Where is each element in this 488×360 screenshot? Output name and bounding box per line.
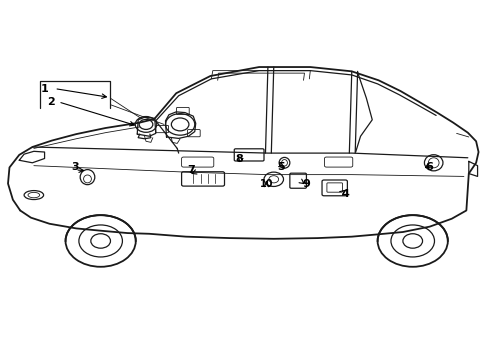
Text: 4: 4 [340,189,348,199]
Text: 1: 1 [41,84,48,94]
Text: 10: 10 [259,179,273,189]
Text: 8: 8 [235,154,243,164]
Text: 5: 5 [277,162,285,172]
Text: 2: 2 [47,97,55,107]
Text: 6: 6 [424,162,432,172]
Text: 7: 7 [186,165,194,175]
Text: 9: 9 [302,179,309,189]
Text: 3: 3 [71,162,79,172]
